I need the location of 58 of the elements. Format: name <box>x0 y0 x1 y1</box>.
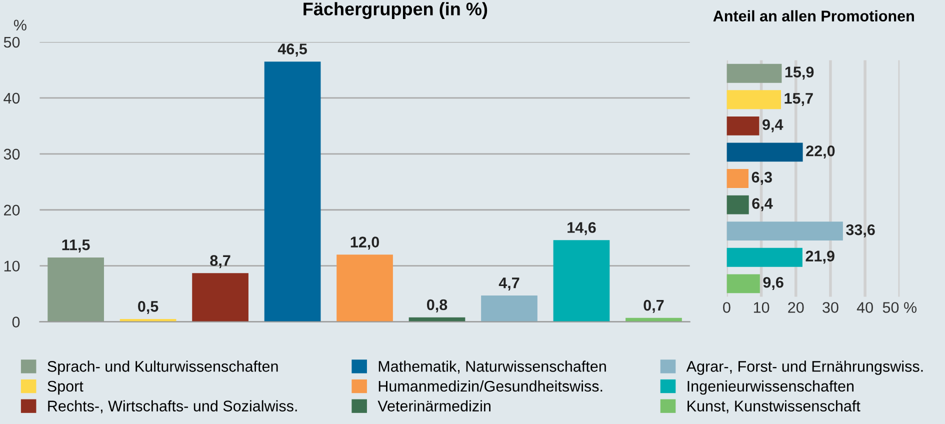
data-label: 22,0 <box>806 146 835 159</box>
y-tick-label: 10 <box>4 260 20 272</box>
x-tick-label: 0 <box>723 302 730 313</box>
data-label: 8,7 <box>210 255 230 268</box>
data-label: 6,3 <box>752 172 772 185</box>
data-label: 11,5 <box>62 240 90 252</box>
y-tick-label: 40 <box>4 92 20 104</box>
data-label: 4,7 <box>498 278 520 291</box>
bar <box>726 64 782 83</box>
legend-label: Mathematik, Naturwissenschaften <box>378 360 606 374</box>
legend-label: Ingenieurwissenschaften <box>688 380 854 395</box>
chart-title: Anteil an allen Promotionen <box>713 10 914 22</box>
data-label: 0,7 <box>644 300 664 313</box>
data-label: 0,8 <box>426 299 448 312</box>
data-label: 15,7 <box>784 93 813 106</box>
chart-title: Fächergruppen (in %) <box>304 2 488 20</box>
bar <box>48 257 104 322</box>
data-label: 12,0 <box>350 236 380 250</box>
y-tick-label: 30 <box>4 148 20 160</box>
data-label: 9,4 <box>762 119 784 132</box>
y-tick-label: 20 <box>4 204 20 216</box>
y-axis-title: % <box>14 20 26 30</box>
y-tick-label: 50 <box>4 36 20 48</box>
x-tick-label: 50 % <box>882 302 917 313</box>
bar <box>264 62 321 322</box>
bar <box>192 273 248 322</box>
legend-label: Rechts-, Wirtschafts- und Sozialwiss. <box>48 400 297 414</box>
bar <box>336 254 393 322</box>
bar <box>726 274 760 294</box>
y-tick-label: 0 <box>12 316 20 328</box>
bar <box>626 318 682 322</box>
legend-label: Veterinärmedizin <box>378 400 490 412</box>
bar <box>726 90 782 110</box>
data-label: 33,6 <box>846 224 875 238</box>
bar <box>726 116 760 136</box>
bar <box>726 142 803 162</box>
bar <box>726 169 748 188</box>
data-label: 9,6 <box>763 276 784 290</box>
legend-label: Sport <box>48 380 84 395</box>
x-tick-label: 20 <box>788 302 804 313</box>
bar <box>726 195 749 214</box>
x-tick-label: 40 <box>856 302 873 313</box>
x-tick-label: 10 <box>754 302 770 313</box>
data-label: 6,4 <box>752 198 773 212</box>
legend-label: Sprach- und Kulturwissenschaften <box>48 360 278 375</box>
data-label: 0,5 <box>138 301 158 314</box>
data-label: 14,6 <box>568 222 596 236</box>
data-label: 21,9 <box>806 250 834 264</box>
legend-label: Agrar-, Forst- und Ernährungswiss. <box>686 360 923 375</box>
data-label: 46,5 <box>278 44 307 57</box>
data-label: 15,9 <box>785 66 814 80</box>
bar <box>726 248 802 267</box>
legend-label: Humanmedizin/Gesundheitswiss. <box>378 380 602 392</box>
bar <box>481 296 538 322</box>
bar <box>553 240 610 322</box>
x-tick-label: 30 <box>822 302 838 313</box>
bar <box>726 222 843 241</box>
legend-label: Kunst, Kunstwissenschaft <box>688 400 860 414</box>
